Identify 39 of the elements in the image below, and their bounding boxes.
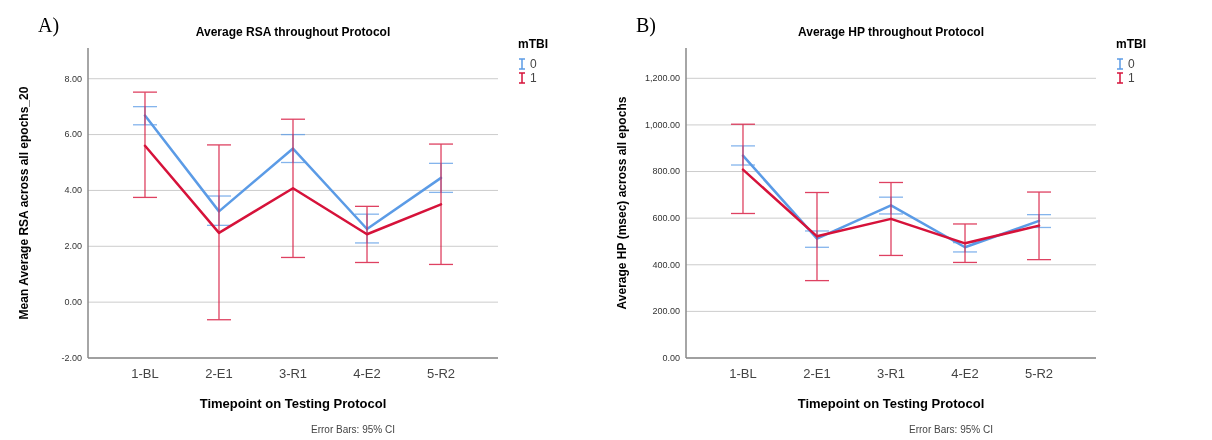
y-axis-title: Average HP (msec) across all epochs xyxy=(615,96,629,310)
legend-label: 1 xyxy=(530,71,537,86)
x-tick-label: 4-E2 xyxy=(951,366,979,381)
x-axis-title: Timepoint on Testing Protocol xyxy=(797,396,985,411)
x-tick-label: 2-E1 xyxy=(803,366,831,381)
y-tick-label: 600.00 xyxy=(652,213,680,224)
x-tick-label: 1-BL xyxy=(729,366,757,381)
legend-title: mTBI xyxy=(1116,37,1146,51)
legend-title: mTBI xyxy=(518,37,548,51)
y-axis-title: Mean Average RSA across all epochs_20 xyxy=(17,86,31,320)
y-tick-label: 200.00 xyxy=(652,306,680,317)
y-tick-label: 2.00 xyxy=(64,241,82,252)
y-tick-label: -2.00 xyxy=(61,352,82,363)
y-tick-label: 0.00 xyxy=(662,352,680,363)
x-tick-label: 5-R2 xyxy=(426,366,456,381)
text: B) xyxy=(636,14,656,37)
y-tick-label: 1,200.00 xyxy=(644,73,680,84)
y-tick-label: 6.00 xyxy=(64,129,82,140)
y-tick-label: 1,000.00 xyxy=(644,119,680,130)
x-tick-label: 3-R1 xyxy=(876,366,906,381)
y-tick-label: 4.00 xyxy=(64,185,82,196)
x-tick-label: 1-BL xyxy=(131,366,159,381)
legend-label: 0 xyxy=(1128,57,1135,72)
legend-label: 0 xyxy=(530,57,537,72)
x-tick-label: 4-E2 xyxy=(353,366,381,381)
y-tick-label: 800.00 xyxy=(652,166,680,177)
y-tick-label: 0.00 xyxy=(64,297,82,308)
text: A) xyxy=(38,14,60,37)
chart-title: Average HP throughout Protocol xyxy=(797,25,985,39)
legend-label: 1 xyxy=(1128,71,1135,86)
y-tick-label: 8.00 xyxy=(64,73,82,84)
x-tick-label: 3-R1 xyxy=(278,366,308,381)
text: Error Bars: 95% CI xyxy=(311,424,395,435)
x-axis-title: Timepoint on Testing Protocol xyxy=(199,396,387,411)
x-tick-label: 2-E1 xyxy=(205,366,233,381)
text: Error Bars: 95% CI xyxy=(909,424,993,435)
y-tick-label: 400.00 xyxy=(652,259,680,270)
chart-title: Average RSA throughout Protocol xyxy=(195,25,391,39)
x-tick-label: 5-R2 xyxy=(1024,366,1054,381)
